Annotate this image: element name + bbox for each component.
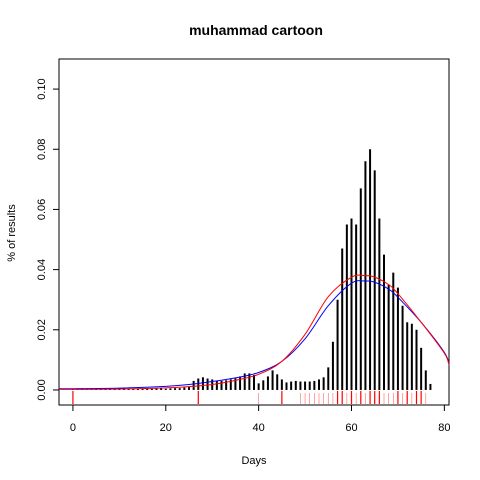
- plot-area: 0 20 40 60 80 0.00 0.02 0.04 0.06 0.08 0.10: [36, 58, 450, 434]
- density-curve-red: [58, 274, 450, 390]
- y-tick-label-3: 0.06: [36, 199, 48, 220]
- chart-title: muhammad cartoon: [189, 22, 323, 38]
- y-tick-label-5: 0.10: [36, 78, 48, 99]
- y-axis-label: % of results: [6, 204, 18, 262]
- density-curve-blue: [58, 280, 450, 390]
- y-tick-label-2: 0.04: [36, 259, 48, 280]
- x-tick-label-4: 80: [438, 422, 450, 434]
- x-tick-label-1: 20: [160, 422, 172, 434]
- x-tick-label-3: 60: [345, 422, 357, 434]
- x-tick-label-2: 40: [253, 422, 265, 434]
- x-tick-label-0: 0: [70, 422, 76, 434]
- y-tick-label-0: 0.00: [36, 379, 48, 400]
- plot-box: [58, 58, 450, 406]
- x-axis-label: Days: [241, 455, 267, 467]
- y-tick-label-4: 0.08: [36, 139, 48, 160]
- y-tick-label-1: 0.02: [36, 319, 48, 340]
